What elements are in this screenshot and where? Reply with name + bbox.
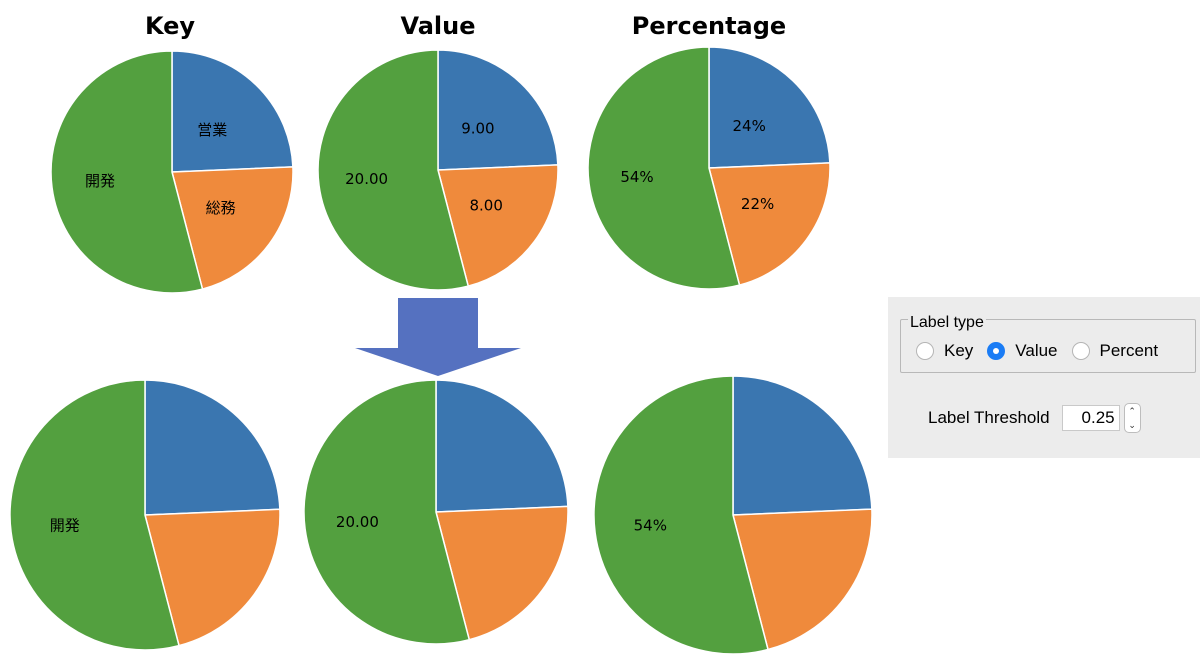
label-settings-panel: Label type Key Value Percent Label Thres… [888,297,1200,458]
pie-slice-1 [144,379,281,516]
pie-title: Key [145,12,195,40]
pie-slice-3 [317,49,470,291]
slice-label: 22% [741,195,774,213]
pie-slice-2 [732,508,873,651]
slice-label: 24% [733,117,766,135]
pie-slice-1 [437,49,559,171]
label-threshold-row: Label Threshold ⌃ ⌄ [928,403,1141,433]
radio-value[interactable]: Value [987,341,1058,361]
slice-label: 20.00 [345,170,388,188]
slice-label: 54% [634,517,667,535]
radio-value-label[interactable]: Value [1015,341,1058,360]
pie-slice-1 [732,375,873,516]
slice-label: 20.00 [336,513,379,531]
pie-slice-2 [437,164,559,288]
pie-chart-2: Value 9.00 8.00 20.00 [317,12,559,291]
pie-chart-3: Percentage 24% 22% 54% [587,12,831,290]
pie-title: Percentage [632,12,786,40]
pie-slice-3 [50,50,204,294]
label-threshold-input[interactable] [1061,405,1120,431]
pie-slice-1 [435,379,569,513]
radio-percent-label[interactable]: Percent [1099,341,1159,360]
label-type-options: Key Value Percent [916,341,1172,361]
down-arrow [355,298,521,376]
slice-label: 開発 [50,516,80,534]
pie-chart-5: 20.00 [303,379,569,645]
label-type-legend: Label type [908,314,986,332]
radio-percent[interactable]: Percent [1071,341,1159,361]
stepper-down-icon[interactable]: ⌄ [1128,420,1136,430]
label-type-group [900,319,1196,373]
stepper-up-icon[interactable]: ⌃ [1128,406,1136,416]
pie-slice-2 [708,162,831,287]
label-threshold-label: Label Threshold [928,408,1050,427]
slice-label: 9.00 [461,119,494,137]
radio-value-circle[interactable] [987,342,1006,360]
label-threshold-stepper[interactable]: ⌃ ⌄ [1123,403,1141,433]
pie-slice-1 [708,46,831,169]
pie-slice-3 [303,379,471,645]
pie-slice-2 [144,508,281,647]
pie-title: Value [400,12,475,40]
pie-slice-3 [587,46,741,290]
radio-key[interactable]: Key [916,341,973,361]
radio-percent-circle[interactable] [1071,342,1090,360]
pie-slice-3 [9,379,180,651]
pie-slice-3 [593,375,769,655]
slice-label: 総務 [206,199,236,217]
pie-chart-4: 開発 [9,379,281,651]
pie-slice-2 [171,166,294,291]
radio-key-circle[interactable] [916,342,934,360]
slice-label: 8.00 [469,197,502,215]
pie-chart-6: 54% [593,375,873,655]
slice-label: 54% [620,168,653,186]
radio-key-label[interactable]: Key [944,341,974,360]
pie-slice-1 [171,50,294,173]
pie-slice-2 [435,505,569,641]
slice-label: 営業 [197,121,227,139]
slice-label: 開発 [85,172,115,190]
